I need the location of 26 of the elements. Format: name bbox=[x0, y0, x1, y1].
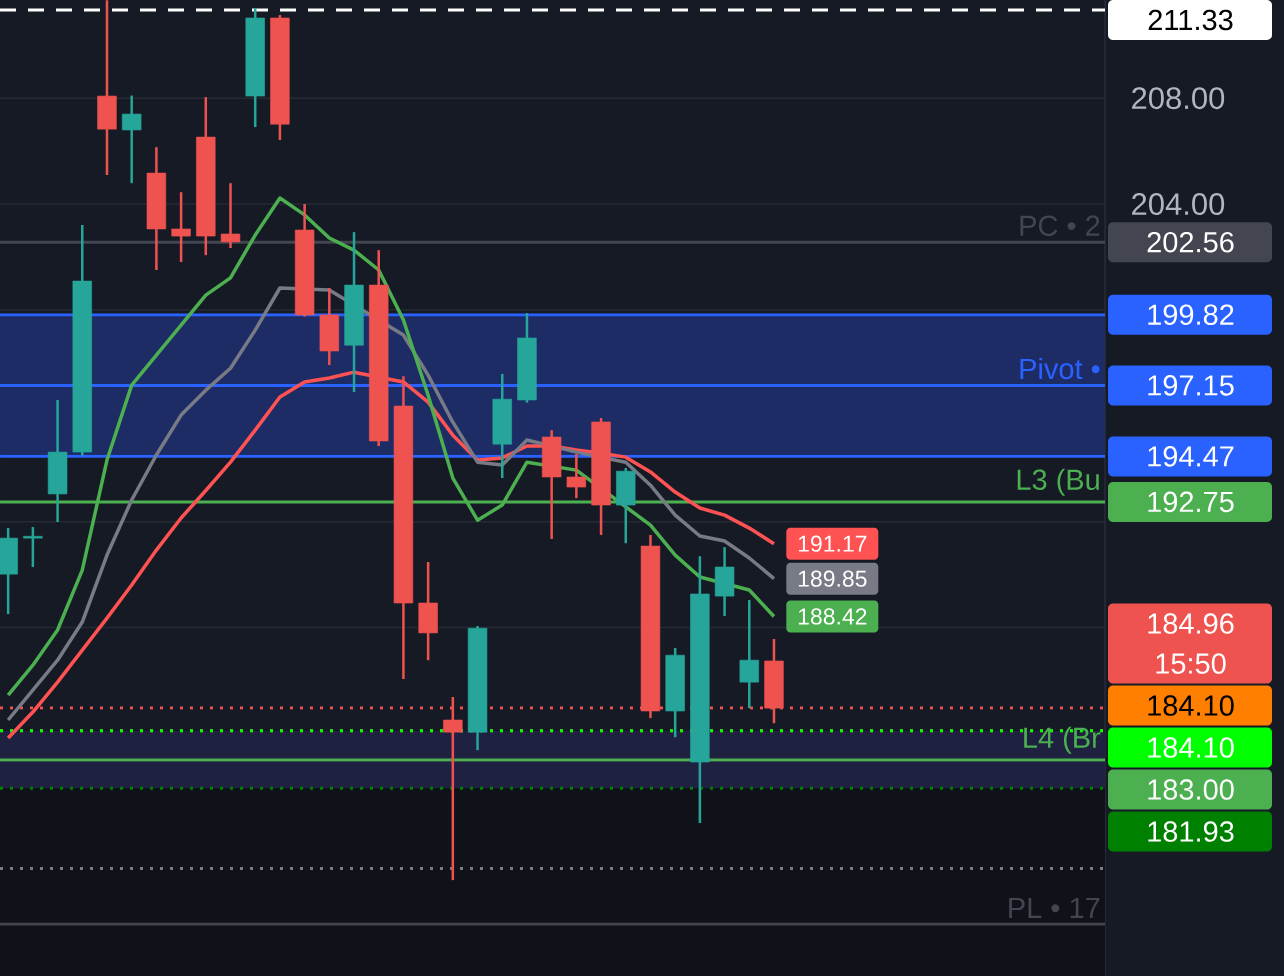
candlestick bbox=[739, 598, 759, 710]
candlestick bbox=[171, 190, 191, 264]
ref-line-label: 184.96 bbox=[1148, 613, 1234, 634]
candlestick bbox=[23, 525, 43, 569]
ref-line-label: 184.10 bbox=[1148, 737, 1234, 758]
ref-line-label: 197.15 bbox=[1148, 375, 1234, 396]
y-tick-label: 208.00 bbox=[1132, 87, 1225, 110]
ref-line-label: 199.82 bbox=[1148, 304, 1234, 325]
data-label: 189.85 bbox=[798, 570, 867, 587]
ref-line-label: 183.00 bbox=[1148, 779, 1234, 800]
ref-line-label: 211.33 bbox=[1148, 9, 1233, 31]
annotation: L3 (Bu bbox=[1017, 468, 1099, 496]
candlestick bbox=[566, 452, 587, 500]
data-label: 191.17 bbox=[798, 535, 867, 552]
data-label: 188.42 bbox=[798, 608, 867, 625]
ref-line-label: 192.75 bbox=[1148, 491, 1234, 513]
ref-line-label: 194.47 bbox=[1148, 446, 1234, 467]
ref-line-label: 184.10 bbox=[1148, 695, 1234, 716]
annotation: Pivot • bbox=[1020, 357, 1100, 380]
candlestick bbox=[121, 94, 142, 185]
ref-line-label: 181.93 bbox=[1148, 821, 1234, 842]
ref-line-label: 202.56 bbox=[1147, 231, 1234, 253]
candlestick bbox=[220, 181, 241, 250]
annotation: L4 (Br bbox=[1024, 726, 1101, 754]
text: 15:50 bbox=[1156, 653, 1226, 674]
y-tick-label: 204.00 bbox=[1132, 193, 1225, 216]
